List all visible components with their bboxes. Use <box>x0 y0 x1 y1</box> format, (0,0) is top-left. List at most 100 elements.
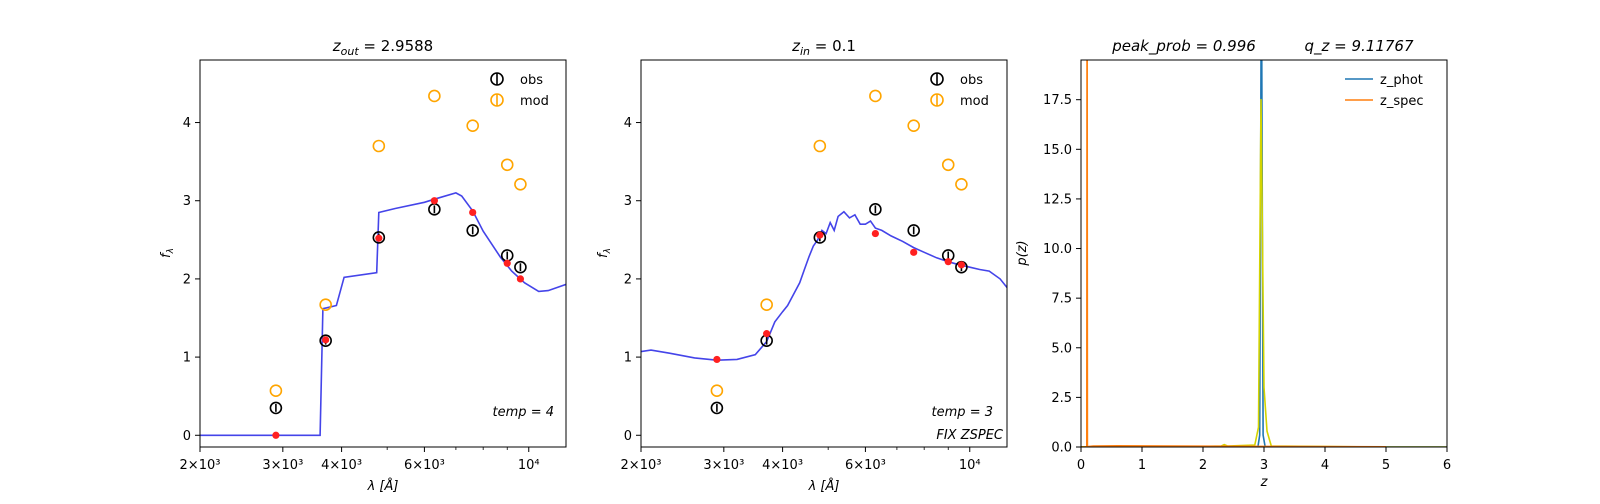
series-z-spec-line <box>1086 60 1089 447</box>
mod-point <box>813 139 827 153</box>
obs-point <box>514 260 527 274</box>
model-flux-point <box>763 330 771 338</box>
model-flux-point <box>469 208 477 217</box>
panel-1-annotation-temp: temp = 4 <box>493 405 554 420</box>
panel-3-legend: z_phot z_spec <box>1345 73 1424 109</box>
obs-point <box>466 224 479 237</box>
panel-sed-zin: 2×10³ 3×10³ 4×10³ 6×10³ 10⁴ 0 1 2 3 4 zin = 0.1 λ… <box>596 37 1008 494</box>
x-tick-label: 3×10³ <box>703 458 744 473</box>
legend-obs-label: obs <box>520 73 543 88</box>
y-tick-label: 10.0 <box>1043 242 1072 257</box>
panel-sed-zout: 2×10³ 3×10³ 4×10³ 6×10³ 10⁴ 0 1 2 3 4 zout = 2.95… <box>159 37 567 494</box>
x-tick-label: 2×10³ <box>180 458 221 473</box>
mod-point <box>466 119 479 132</box>
mod-point <box>319 298 332 312</box>
y-tick-label: 0.0 <box>1051 441 1072 456</box>
panel-3-title-qz: q_z = 9.11767 <box>1304 37 1413 56</box>
panel-1-frame <box>199 59 567 448</box>
model-flux-point <box>375 234 383 242</box>
panel-2-legend: obs mod <box>930 72 989 109</box>
y-tick-label: 1 <box>624 351 632 366</box>
model-flux-point <box>944 258 952 266</box>
panel-pz: 0 1 2 3 4 5 6 0.0 2.5 5.0 7.5 10.0 12.5 15.0 17.5 peak… <box>1015 37 1451 490</box>
panel-1-xlabel: λ [Å] <box>367 478 399 494</box>
mod-point <box>428 89 441 103</box>
obs-point <box>319 334 332 347</box>
panel-1-legend: obs mod <box>490 72 549 109</box>
legend-mod-label: mod <box>520 94 549 109</box>
x-tick-label: 0 <box>1077 458 1085 473</box>
panel-1-title: zout = 2.9588 <box>332 37 433 58</box>
obs-point <box>710 401 724 415</box>
mod-point <box>710 384 724 398</box>
mod-point <box>372 139 386 153</box>
panel-3-title-peak-prob: peak_prob = 0.996 <box>1111 37 1256 56</box>
x-tick-label: 2×10³ <box>621 458 662 473</box>
x-tick-label: 10⁴ <box>959 458 981 473</box>
panel-2-xlabel: λ [Å] <box>808 478 840 494</box>
y-tick-label: 2 <box>183 272 191 287</box>
x-tick-label: 2 <box>1199 458 1207 473</box>
y-tick-label: 1 <box>183 351 191 366</box>
model-flux-point <box>322 336 330 344</box>
y-tick-label: 7.5 <box>1051 292 1072 307</box>
y-tick-label: 2.5 <box>1051 391 1072 406</box>
legend-obs-label: obs <box>960 73 983 88</box>
mod-point <box>269 384 283 398</box>
y-tick-label: 3 <box>183 194 191 209</box>
x-tick-label: 6×10³ <box>845 458 886 473</box>
y-tick-label: 4 <box>624 116 632 131</box>
model-flux-point <box>713 355 721 364</box>
y-tick-label: 0 <box>624 429 632 444</box>
series-extra-line-2 <box>1081 98 1447 447</box>
x-tick-label: 1 <box>1138 458 1146 473</box>
y-tick-label: 0 <box>183 429 191 444</box>
model-flux-point <box>516 275 525 283</box>
panel-2-annotation-temp: temp = 3 <box>932 405 993 420</box>
mod-point <box>869 89 882 103</box>
mod-point <box>907 119 920 132</box>
series-extra-line-3 <box>1081 445 1387 447</box>
x-tick-label: 3 <box>1260 458 1268 473</box>
panel-2-title: zin = 0.1 <box>791 37 856 58</box>
y-tick-label: 2 <box>624 272 632 287</box>
model-flux-point <box>272 431 280 439</box>
y-tick-label: 3 <box>624 194 632 209</box>
sed-model-line <box>641 210 1007 362</box>
x-tick-label: 3×10³ <box>262 458 303 473</box>
model-flux-point <box>871 229 879 238</box>
y-tick-label: 17.5 <box>1043 93 1072 108</box>
x-tick-label: 4×10³ <box>762 458 803 473</box>
x-tick-label: 6×10³ <box>404 458 445 473</box>
y-tick-label: 12.5 <box>1043 192 1072 207</box>
y-tick-label: 4 <box>183 116 191 131</box>
x-tick-label: 6 <box>1443 458 1451 473</box>
y-tick-label: 5.0 <box>1051 341 1072 356</box>
mod-point <box>941 158 955 172</box>
obs-point <box>269 401 283 415</box>
panel-1-ylabel: fλ <box>159 248 176 258</box>
mod-point <box>760 298 773 312</box>
panel-2-frame <box>640 59 1008 448</box>
sed-model-line <box>200 192 566 437</box>
model-flux-point <box>816 231 824 239</box>
obs-point <box>372 231 386 244</box>
panel-3-ylabel: p(z) <box>1015 240 1030 266</box>
x-tick-label: 10⁴ <box>518 458 540 473</box>
mod-point <box>955 178 968 191</box>
model-flux-point <box>910 248 918 256</box>
obs-point <box>869 203 882 216</box>
legend-zspec-label: z_spec <box>1380 94 1424 109</box>
x-tick-label: 5 <box>1382 458 1390 473</box>
panel-2-ylabel: fλ <box>596 248 613 258</box>
panel-3-xlabel: z <box>1260 475 1269 490</box>
model-flux-point <box>430 197 438 205</box>
mod-point <box>514 178 527 191</box>
legend-zphot-label: z_phot <box>1380 73 1423 88</box>
mod-point <box>500 158 514 172</box>
x-tick-label: 4×10³ <box>321 458 362 473</box>
model-flux-point <box>503 259 511 267</box>
y-tick-label: 15.0 <box>1043 143 1072 158</box>
